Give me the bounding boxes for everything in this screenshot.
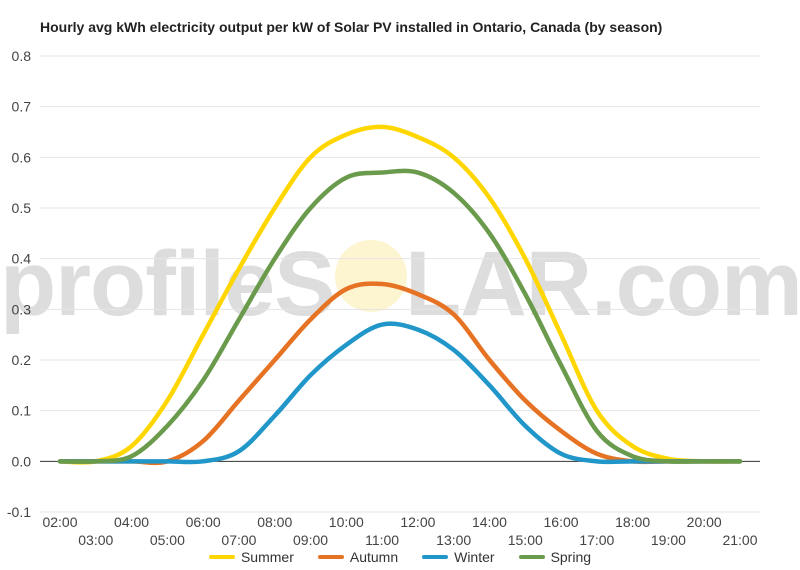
x-tick-label: 14:00 xyxy=(472,514,507,530)
x-tick-label: 02:00 xyxy=(42,514,77,530)
y-tick-label: 0.3 xyxy=(12,301,32,317)
x-tick-label: 17:00 xyxy=(579,532,614,548)
x-tick-label: 18:00 xyxy=(615,514,650,530)
legend-label: Summer xyxy=(240,549,294,565)
y-tick-label: 0.5 xyxy=(12,200,32,216)
legend-label: Autumn xyxy=(349,549,399,565)
legend-swatch xyxy=(422,555,449,559)
legend-label: Winter xyxy=(454,549,495,565)
legend-item-autumn: Autumn xyxy=(317,549,399,565)
legend-item-summer: Summer xyxy=(208,549,294,565)
y-tick-label: 0.2 xyxy=(12,352,32,368)
x-tick-label: 19:00 xyxy=(651,532,686,548)
y-tick-label: 0.1 xyxy=(12,403,32,419)
x-axis-ticks: 02:0003:0004:0005:0006:0007:0008:0009:00… xyxy=(42,514,757,548)
x-tick-label: 13:00 xyxy=(436,532,471,548)
x-tick-label: 08:00 xyxy=(257,514,292,530)
y-axis-ticks: -0.1 0.0 0.1 0.2 0.3 0.4 0.5 0.6 0.7 0.8 xyxy=(7,48,31,520)
x-tick-label: 03:00 xyxy=(78,532,113,548)
x-tick-label: 15:00 xyxy=(508,532,543,548)
x-tick-label: 21:00 xyxy=(722,532,757,548)
x-tick-label: 11:00 xyxy=(365,532,399,548)
legend-label: Spring xyxy=(550,549,592,565)
y-tick-label: 0.7 xyxy=(12,99,32,115)
y-tick-label: 0.0 xyxy=(12,453,32,469)
series-lines xyxy=(57,124,743,466)
x-tick-label: 16:00 xyxy=(544,514,579,530)
x-tick-label: 09:00 xyxy=(293,532,328,548)
series-line-summer xyxy=(57,124,743,465)
y-tick-label: 0.4 xyxy=(12,251,32,267)
x-tick-label: 04:00 xyxy=(114,514,149,530)
x-tick-label: 05:00 xyxy=(150,532,185,548)
legend-item-spring: Spring xyxy=(518,549,592,565)
legend-swatch xyxy=(518,555,545,559)
series-line-autumn xyxy=(57,281,743,466)
y-tick-label: 0.6 xyxy=(12,149,32,165)
legend: Summer Autumn Winter Spring xyxy=(0,549,800,565)
x-tick-label: 12:00 xyxy=(400,514,435,530)
series-line-spring xyxy=(57,168,743,464)
legend-swatch xyxy=(208,555,235,559)
legend-swatch xyxy=(317,555,344,559)
x-tick-label: 07:00 xyxy=(221,532,256,548)
legend-item-winter: Winter xyxy=(422,549,495,565)
y-tick-label: -0.1 xyxy=(7,504,31,520)
chart-title: Hourly avg kWh electricity output per kW… xyxy=(40,19,663,35)
y-tick-label: 0.8 xyxy=(12,48,32,64)
x-tick-label: 10:00 xyxy=(329,514,364,530)
series-line-winter xyxy=(57,321,743,465)
x-tick-label: 20:00 xyxy=(687,514,722,530)
x-tick-label: 06:00 xyxy=(186,514,221,530)
